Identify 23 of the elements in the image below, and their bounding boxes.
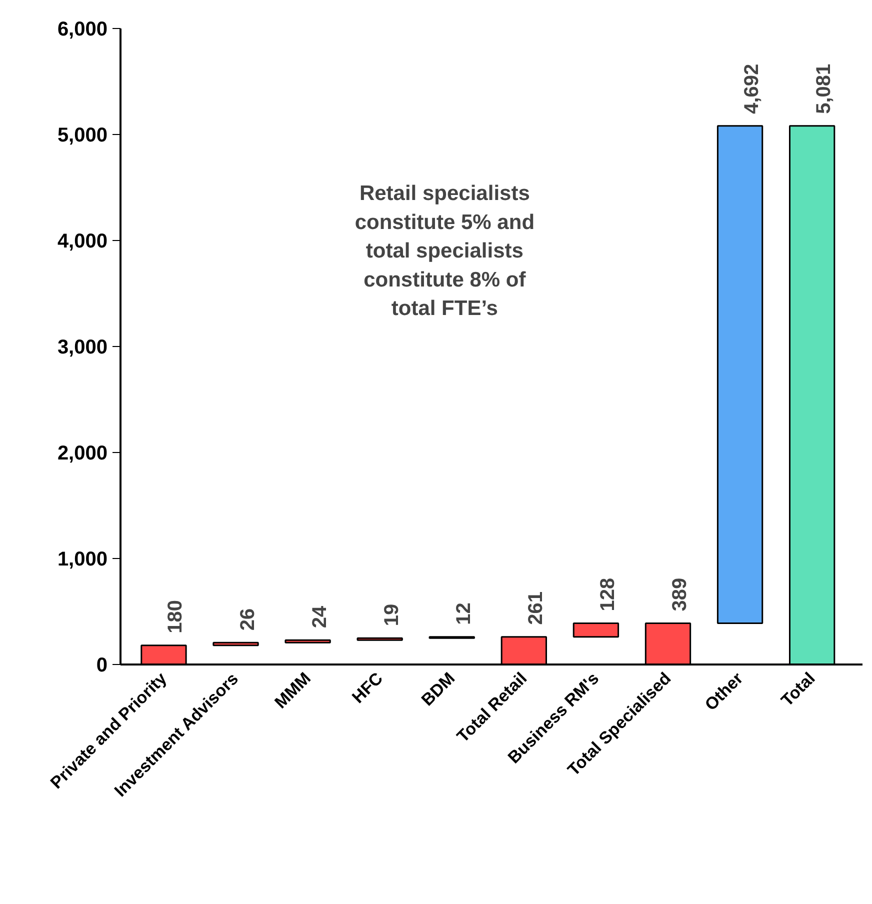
- data-label: 4,692: [741, 64, 764, 114]
- data-label: 5,081: [813, 64, 836, 114]
- bar: [356, 637, 403, 641]
- bar: [284, 639, 331, 644]
- y-tick-label: 5,000: [57, 124, 108, 146]
- data-label: 180: [164, 600, 187, 634]
- y-tick-label: 6,000: [57, 18, 108, 40]
- data-label: 26: [236, 608, 259, 631]
- y-tick-label: 3,000: [57, 336, 108, 358]
- data-label: 389: [668, 578, 691, 612]
- bar: [212, 642, 259, 646]
- data-label: 19: [380, 604, 403, 626]
- data-label: 24: [308, 604, 331, 628]
- bar: [572, 622, 620, 638]
- y-tick-label: 0: [96, 654, 108, 676]
- bar: [716, 125, 764, 624]
- data-label: 261: [524, 591, 547, 625]
- data-label: 128: [596, 578, 619, 612]
- annotation: Retail specialists constitute 5% and total specialists constitute 8% of total FTE’s: [354, 182, 535, 320]
- data-label: 12: [452, 602, 475, 625]
- y-tick-label: 1,000: [57, 548, 108, 570]
- y-tick-label: 2,000: [57, 442, 108, 464]
- y-tick-label: 4,000: [57, 230, 108, 252]
